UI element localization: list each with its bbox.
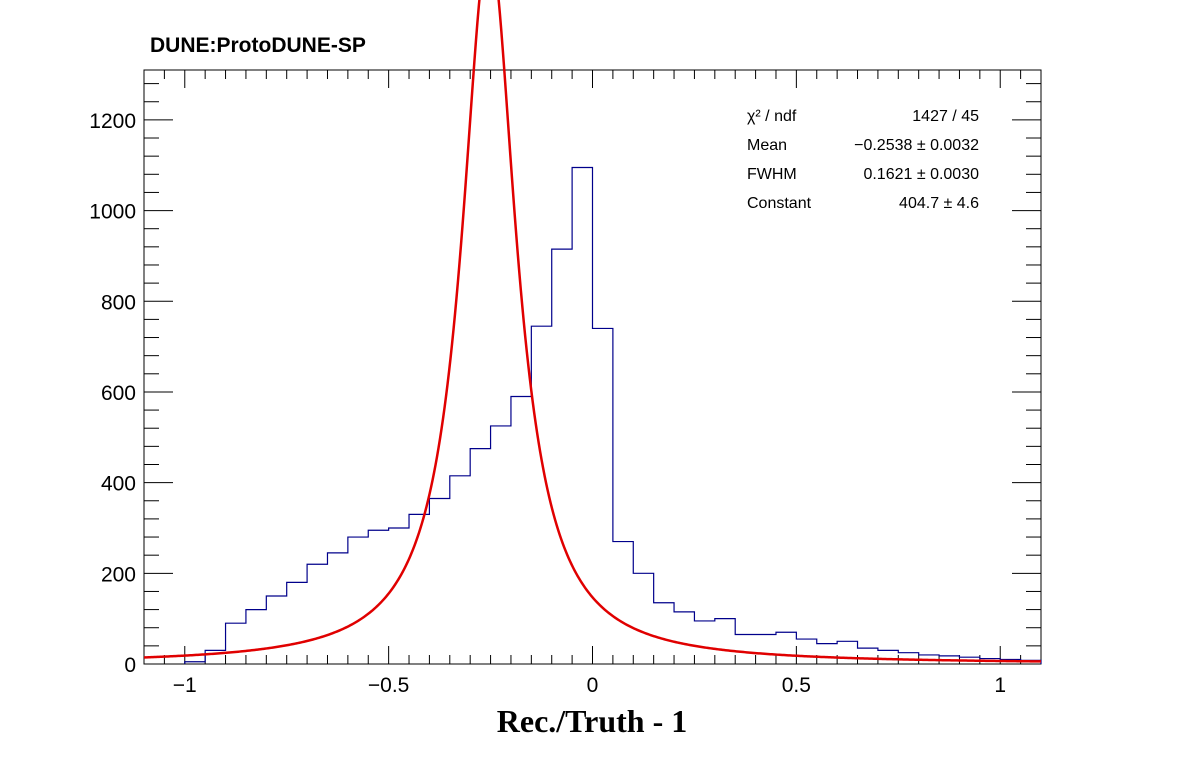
y-tick-label: 400 bbox=[101, 473, 136, 496]
y-axis: 0 200 400 600 800 1000 1200 bbox=[89, 83, 1041, 677]
stats-name: FWHM bbox=[747, 166, 797, 183]
stats-value: −0.2538 ± 0.0032 bbox=[854, 137, 979, 154]
experiment-label: DUNE:ProtoDUNE-SP bbox=[150, 34, 366, 57]
x-tick-label: −1 bbox=[173, 674, 197, 697]
stats-name: Constant bbox=[747, 195, 812, 212]
plot-frame bbox=[143, 69, 1042, 665]
y-tick-label: 600 bbox=[101, 382, 136, 405]
stats-value: 0.1621 ± 0.0030 bbox=[863, 166, 979, 183]
fit-curve-series bbox=[143, 0, 1042, 663]
stats-name: Mean bbox=[747, 137, 787, 154]
x-tick-label: 0.5 bbox=[782, 674, 811, 697]
stats-name: χ² / ndf bbox=[747, 108, 797, 125]
x-axis: −1 −0.5 0 0.5 1 bbox=[143, 70, 1042, 697]
y-tick-label: 200 bbox=[101, 563, 136, 586]
y-tick-label: 1200 bbox=[89, 110, 136, 133]
x-tick-label: 0 bbox=[587, 674, 599, 697]
stats-box: χ² / ndf 1427 / 45 Mean −0.2538 ± 0.0032 FWH… bbox=[747, 108, 979, 212]
y-tick-label: 1000 bbox=[89, 201, 136, 224]
y-tick-label: 800 bbox=[101, 291, 136, 314]
x-tick-label: −0.5 bbox=[368, 674, 409, 697]
y-tick-label: 0 bbox=[124, 654, 136, 677]
x-axis-title: Rec./Truth - 1 bbox=[497, 703, 687, 739]
histogram-series bbox=[184, 166, 1042, 664]
stats-value: 404.7 ± 4.6 bbox=[899, 195, 979, 212]
stats-value: 1427 / 45 bbox=[912, 108, 979, 125]
x-tick-label: 1 bbox=[994, 674, 1006, 697]
